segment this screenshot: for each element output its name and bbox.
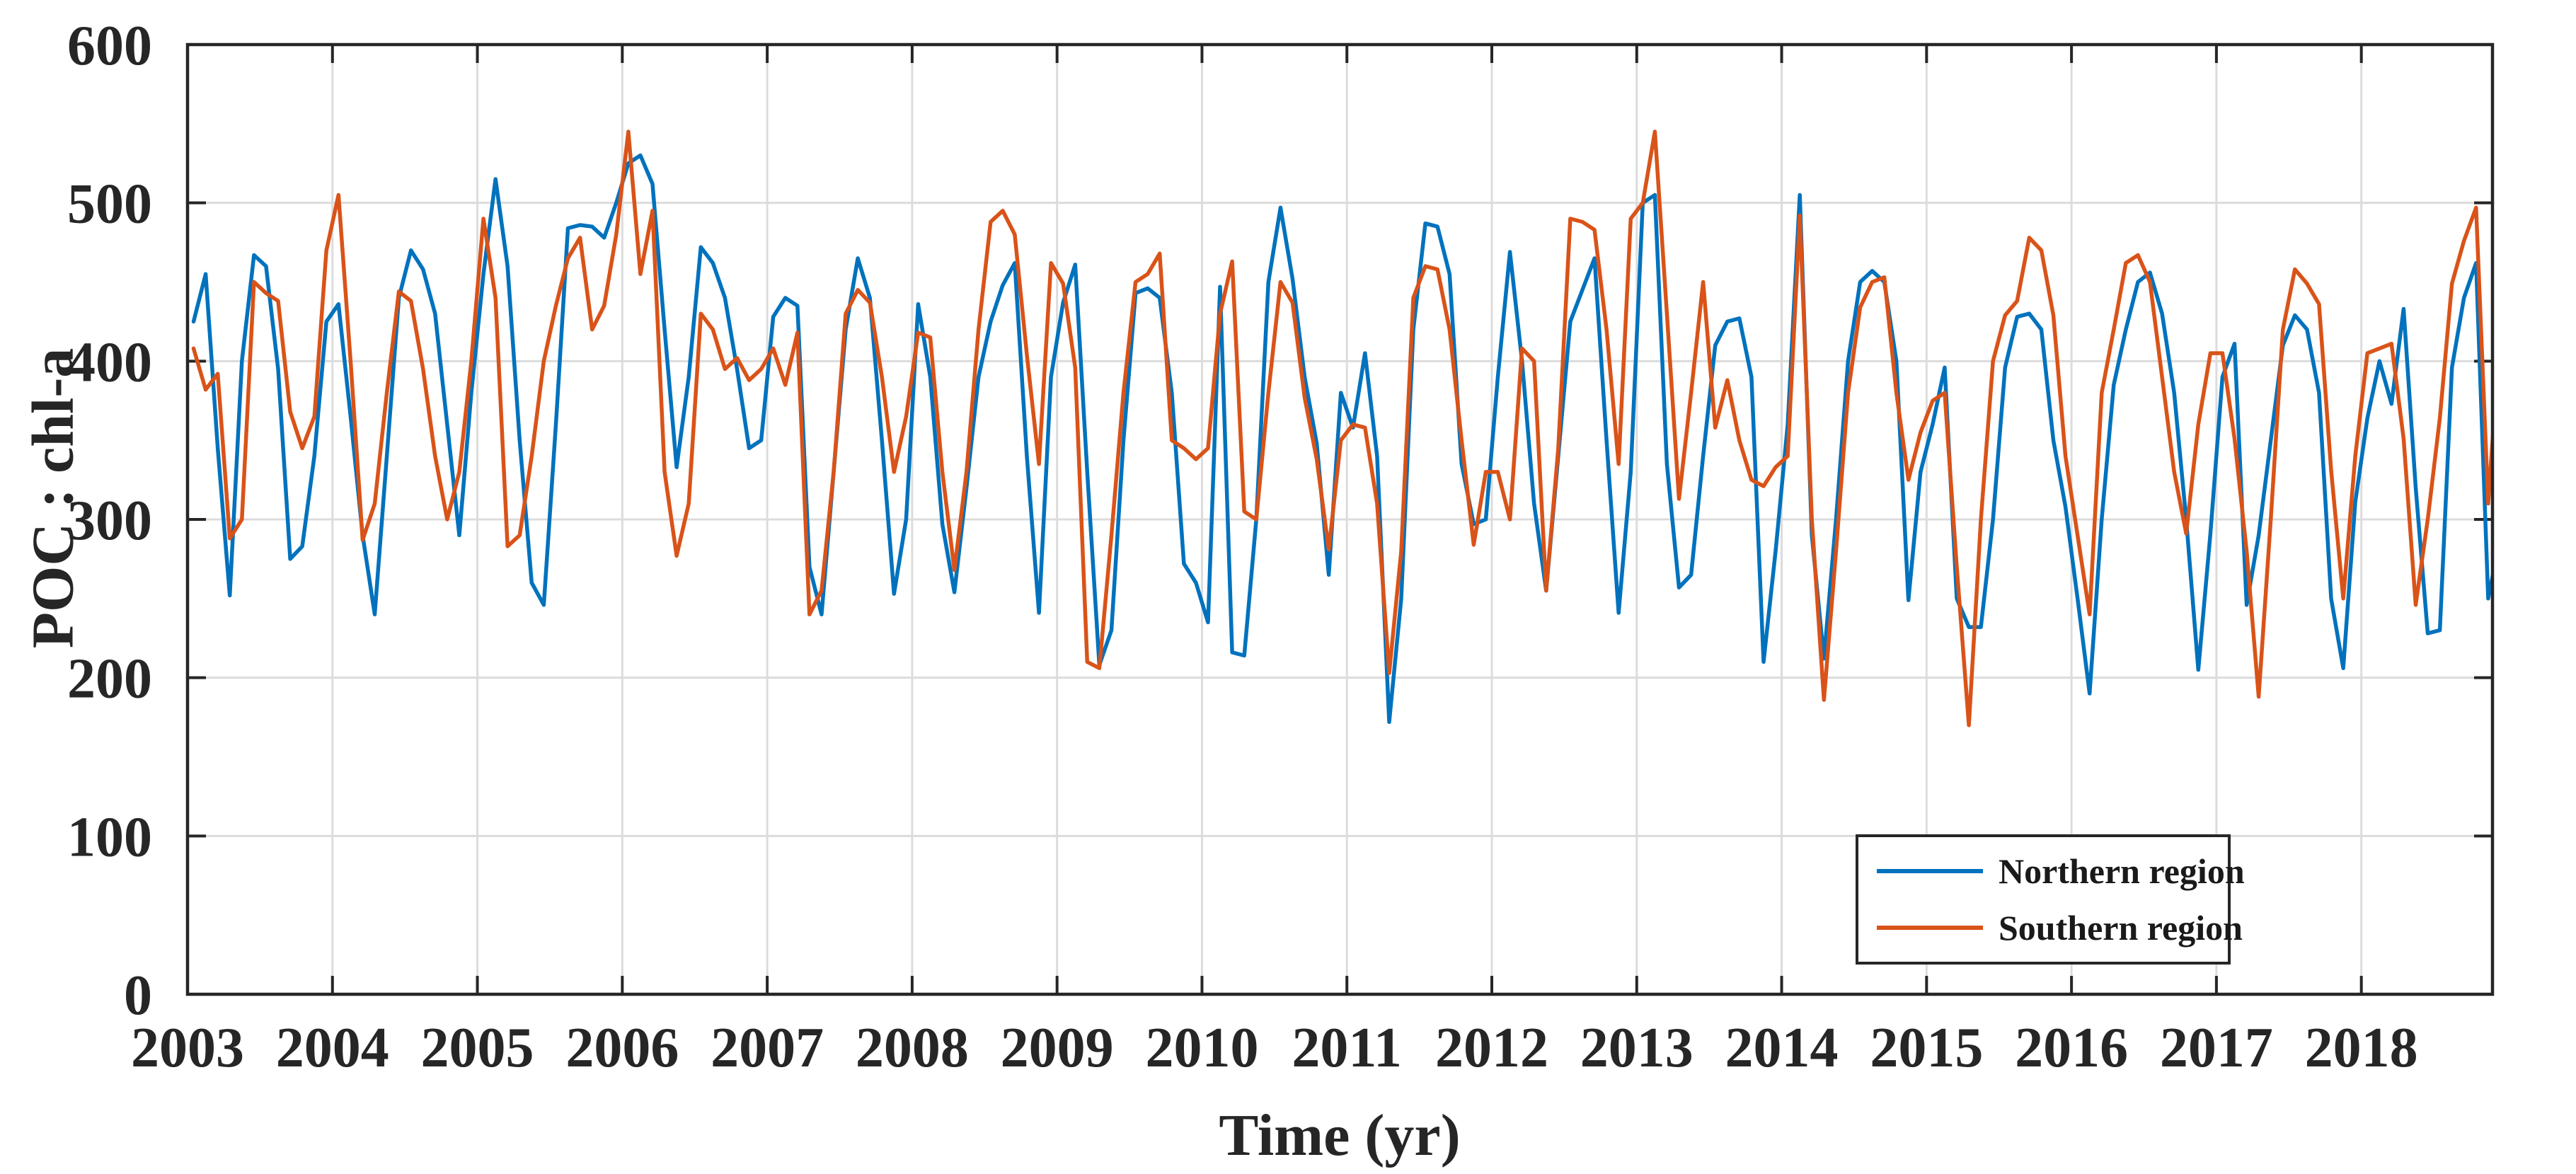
x-tick-label: 2008 [856, 1017, 969, 1079]
x-tick-label: 2010 [1145, 1017, 1258, 1079]
x-axis-label: Time (yr) [1219, 1103, 1461, 1168]
series-line-southern-region [191, 130, 2492, 727]
x-tick-label: 2003 [131, 1017, 244, 1079]
x-tick-label: 2016 [2015, 1017, 2128, 1079]
y-tick-label: 300 [67, 490, 152, 552]
legend-item-northern: Northern region [1877, 851, 2245, 892]
legend: Northern region Southern region [1856, 834, 2245, 965]
y-axis-label: POC : chl-a [20, 347, 86, 649]
legend-label-southern: Southern region [1999, 908, 2243, 948]
x-tick-label: 2014 [1725, 1017, 1839, 1079]
y-tick-label: 100 [67, 806, 152, 868]
x-tick-label: 2004 [276, 1017, 389, 1079]
series-group [191, 130, 2492, 727]
x-tick-label: 2005 [421, 1017, 534, 1079]
axes-box [185, 42, 2495, 996]
x-tick-label: 2012 [1435, 1017, 1548, 1079]
y-tick-label: 600 [67, 15, 152, 77]
x-tick-label: 2009 [1001, 1017, 1114, 1079]
x-tick-label: 2006 [565, 1017, 679, 1079]
y-tick-label: 400 [67, 331, 152, 393]
northern-line-sample-icon [1877, 869, 1983, 873]
x-tick-label: 2015 [1870, 1017, 1983, 1079]
southern-line-sample-icon [1877, 926, 1983, 930]
y-tick-label: 0 [124, 965, 152, 1027]
x-tick-label: 2018 [2305, 1017, 2418, 1079]
legend-item-southern: Southern region [1877, 907, 2243, 948]
y-tick-label: 500 [67, 173, 152, 236]
series-line-northern-region [191, 153, 2492, 725]
legend-label-northern: Northern region [1999, 851, 2245, 891]
x-tick-label: 2013 [1580, 1017, 1694, 1079]
x-tick-label: 2017 [2160, 1017, 2273, 1079]
x-tick-label: 2011 [1292, 1017, 1402, 1079]
y-tick-label: 200 [67, 648, 152, 710]
x-tick-label: 2007 [711, 1017, 824, 1079]
